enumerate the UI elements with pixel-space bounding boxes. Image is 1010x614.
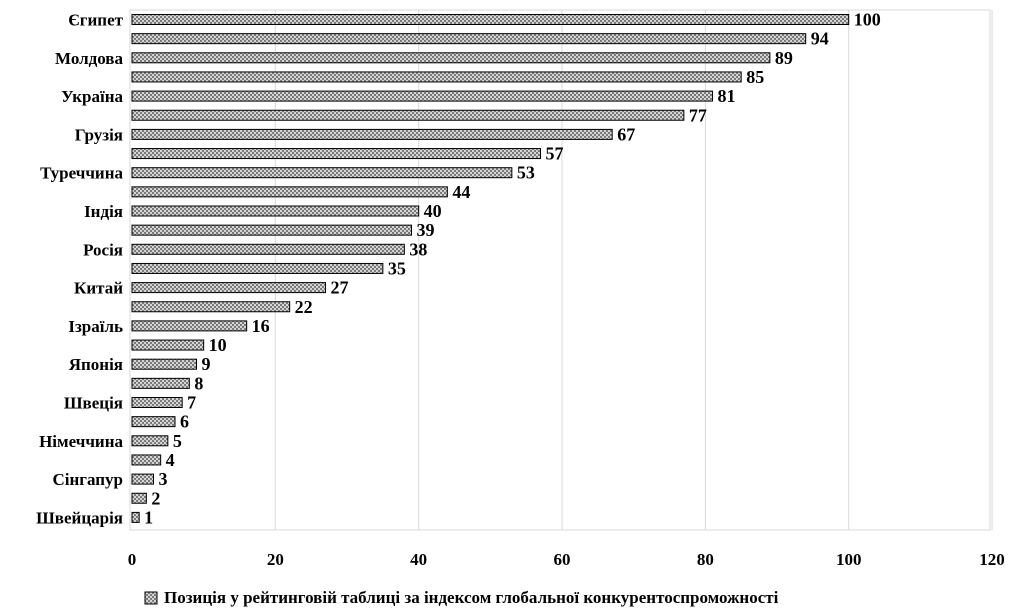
x-tick-label: 120 [979,550,1005,569]
data-label: 16 [252,316,270,336]
bar [131,282,327,294]
data-labels-group: 1009489858177675753444039383527221610987… [144,10,881,528]
x-tick-label: 100 [836,550,862,569]
bar [131,416,176,428]
data-label: 9 [202,354,211,374]
bars-group [131,14,850,523]
bar [131,205,420,217]
data-label: 7 [187,393,196,413]
category-label: Туреччина [40,164,123,183]
data-label: 67 [617,124,635,144]
category-label: Індія [84,202,123,221]
data-label: 8 [194,373,203,393]
category-label: Швеція [64,394,123,413]
bar [131,339,205,351]
category-label: Молдова [55,49,123,68]
data-label: 1 [144,507,153,527]
data-label: 27 [331,278,349,298]
bar [131,243,405,255]
bar [131,186,448,198]
data-label: 10 [209,335,227,355]
bar [131,473,155,485]
data-label: 2 [151,488,160,508]
category-label: Єгипет [68,11,123,30]
x-tick-label: 80 [697,550,714,569]
legend: Позиція у рейтинговій таблиці за індексо… [144,588,779,607]
data-label: 35 [388,258,406,278]
category-labels-group: Єгипет Молдова Україна Грузія Туреччина Індія… [36,11,123,528]
x-tick-label: 20 [267,550,284,569]
bar [131,511,140,523]
data-label: 3 [159,469,168,489]
data-label: 22 [295,297,313,317]
bar [131,52,771,64]
bar [131,167,513,179]
bar [131,224,413,236]
bar [131,397,183,408]
bar [131,262,384,274]
bar [131,109,685,121]
data-label: 85 [746,67,764,87]
legend-label: Позиція у рейтинговій таблиці за індексо… [164,588,779,607]
x-tick-label: 60 [554,550,571,569]
bar [131,320,248,332]
data-label: 77 [689,105,707,125]
bar [131,492,147,504]
bar [131,301,291,313]
category-label: Швейцарія [36,508,123,527]
category-label: Грузія [75,125,123,144]
bar [131,71,742,83]
bar [131,358,198,370]
category-label: Ізраїль [68,317,123,336]
bar [131,128,613,140]
data-label: 5 [173,431,182,451]
category-label: Україна [61,87,123,106]
data-label: 39 [417,220,435,240]
data-label: 89 [775,48,793,68]
bar [131,90,714,102]
bar [131,33,807,45]
x-tick-label: 40 [410,550,427,569]
data-label: 57 [546,144,564,164]
data-label: 81 [718,86,736,106]
data-label: 94 [811,29,829,49]
category-label: Росія [83,240,123,259]
category-label: Японія [69,355,123,374]
data-label: 38 [409,239,427,259]
data-label: 4 [166,450,175,470]
data-label: 40 [424,201,442,221]
category-label: Німеччина [39,432,123,451]
x-tick-labels-group: 0 20 40 60 80 100 120 [128,550,1005,569]
bar [131,377,190,389]
category-label: Сінгапур [52,470,123,489]
bar [131,454,162,466]
legend-swatch [144,591,158,605]
data-label: 6 [180,412,189,432]
x-tick-label: 0 [128,550,137,569]
bar [131,14,850,25]
bar [131,435,169,447]
data-label: 44 [452,182,470,202]
data-label: 53 [517,163,535,183]
bar [131,148,542,160]
data-label: 100 [854,10,881,30]
category-label: Китай [74,279,123,298]
